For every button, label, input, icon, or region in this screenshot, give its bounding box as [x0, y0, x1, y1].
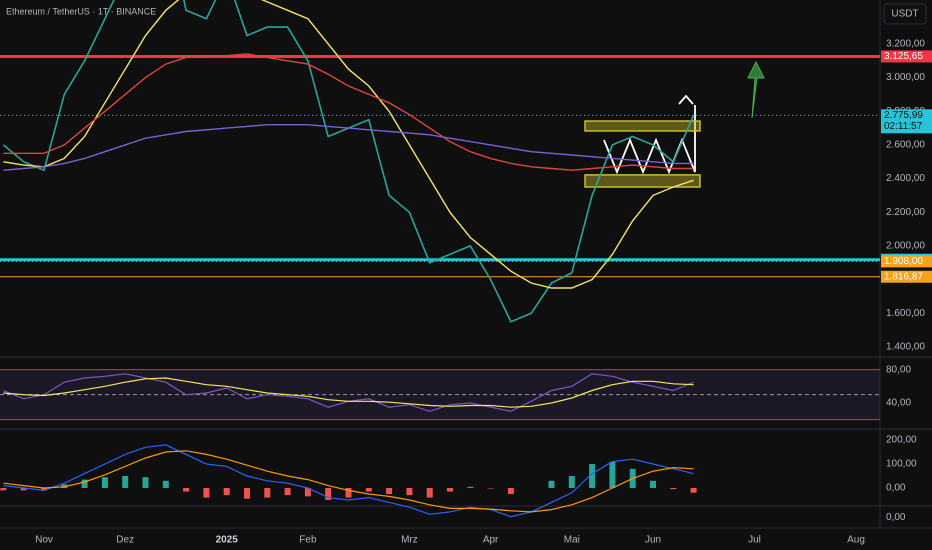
histogram-bar — [589, 464, 596, 488]
histogram-bar — [122, 476, 129, 488]
histogram-bar — [325, 487, 332, 500]
histogram-bar — [406, 487, 413, 496]
pane — [0, 369, 880, 421]
series-line — [3, 450, 694, 513]
histogram-bar — [467, 486, 474, 488]
x-tick-label: Apr — [483, 535, 499, 546]
series-line — [3, 377, 694, 408]
histogram-bar — [386, 487, 393, 494]
pattern-arrowhead — [678, 94, 694, 105]
histogram-bar — [223, 487, 230, 496]
histogram-bar — [244, 487, 250, 499]
rsi-band-fill — [0, 369, 880, 420]
x-tick-label: Mrz — [401, 535, 418, 546]
histogram-bar — [548, 480, 555, 488]
histogram-bar — [81, 479, 88, 488]
x-tick-label: Jul — [748, 535, 761, 546]
y-tick-label: 200,00 — [886, 435, 917, 446]
y-tick-label: 1.400,00 — [886, 342, 925, 353]
x-tick-label: Dez — [116, 535, 134, 546]
series-line — [3, 0, 694, 289]
zone-box — [584, 174, 701, 188]
countdown-label: 02:11:57 — [884, 121, 923, 132]
histogram-bar — [568, 476, 575, 488]
histogram-bar — [365, 487, 372, 492]
price-label-bg — [881, 255, 932, 268]
pane — [0, 444, 697, 518]
histogram-bar — [609, 461, 616, 488]
histogram-bar — [426, 487, 433, 498]
y-tick-label: 2.400,00 — [886, 173, 925, 184]
y-tick-label: 1.600,00 — [886, 308, 925, 319]
price-label: 2.775,99 — [884, 110, 923, 121]
histogram-bar — [162, 480, 169, 488]
currency[interactable]: USDT — [891, 9, 918, 20]
y-tick-label: 0,00 — [886, 483, 906, 494]
series-line — [2, 0, 695, 323]
x-tick-label: Aug — [847, 535, 865, 546]
price-label-bg — [881, 270, 932, 283]
histogram-bar — [264, 487, 271, 498]
x-tick-label: Jun — [645, 535, 661, 546]
histogram-bar — [142, 477, 149, 488]
histogram-bar — [41, 487, 47, 491]
price-label: 1.908,00 — [884, 256, 923, 267]
series-line — [3, 124, 694, 171]
histogram-bar — [20, 487, 27, 491]
histogram-bar — [447, 487, 453, 492]
histogram-bar — [670, 487, 677, 490]
y-tick-label: 3.000,00 — [886, 72, 925, 83]
price-label: 3.125,65 — [884, 51, 923, 62]
pattern-zigzag — [603, 105, 696, 175]
histogram-bar — [0, 487, 7, 491]
y-tick-label: 2.600,00 — [886, 140, 925, 151]
y-tick-label: 2.200,00 — [886, 207, 925, 218]
y-tick-label: 3.200,00 — [886, 39, 925, 50]
price-label-bg — [881, 50, 932, 63]
pane — [0, 0, 880, 323]
zone-box — [584, 120, 701, 132]
y-tick-label: 80,00 — [886, 364, 911, 375]
price-label-bg — [881, 109, 932, 134]
y-tick-label: 2.000,00 — [886, 241, 925, 252]
histogram-bar — [183, 487, 190, 492]
y-tick-label: 100,00 — [886, 459, 917, 470]
symbol-title: Ethereum / TetherUS · 1T · BINANCE — [6, 6, 156, 16]
histogram-bar — [507, 487, 514, 494]
histogram-bar — [101, 477, 108, 488]
y-tick-label: 0,00 — [886, 512, 906, 523]
x-tick-label: Feb — [299, 535, 317, 546]
histogram-bar — [203, 487, 210, 498]
histogram-bar — [345, 487, 352, 498]
histogram-bar — [304, 487, 311, 497]
x-tick-label: Nov — [35, 535, 53, 546]
x-tick-label: Mai — [564, 535, 580, 546]
histogram-bar — [650, 480, 656, 488]
histogram-bar — [690, 487, 697, 493]
price-label: 1.816,87 — [884, 271, 923, 282]
target-arrow — [747, 60, 765, 119]
histogram-bar — [284, 487, 291, 496]
series-line — [3, 53, 694, 171]
currency-button[interactable] — [883, 3, 927, 25]
x-tick-label: 2025 — [216, 535, 239, 546]
y-tick-label: 40,00 — [886, 398, 911, 409]
series-line — [3, 444, 694, 518]
